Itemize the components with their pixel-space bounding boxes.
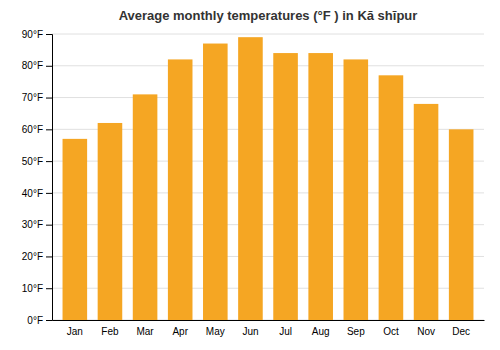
y-tick: 0°F bbox=[27, 315, 52, 326]
bar bbox=[238, 37, 263, 320]
x-tick: Jul bbox=[279, 326, 292, 337]
grid-line bbox=[52, 65, 484, 66]
x-tick-label: Jun bbox=[242, 326, 258, 337]
y-tick-label: 60°F bbox=[22, 124, 43, 135]
y-tick: 80°F bbox=[22, 60, 52, 71]
x-tick-label: Mar bbox=[136, 326, 154, 337]
y-tick-label: 30°F bbox=[22, 219, 43, 230]
x-axis: Jan Feb Mar Apr May Jun Jul Aug Sep Oct Nov Dec bbox=[53, 321, 485, 338]
x-tick-label: Oct bbox=[383, 326, 399, 337]
y-tick: 40°F bbox=[22, 188, 52, 199]
y-tick-label: 40°F bbox=[22, 188, 43, 199]
x-tick-label: Nov bbox=[417, 326, 435, 337]
y-tick-mark bbox=[46, 256, 52, 257]
x-tick: Jun bbox=[242, 326, 258, 337]
bar bbox=[273, 53, 298, 320]
y-tick-label: 10°F bbox=[22, 283, 43, 294]
y-axis-line bbox=[46, 35, 53, 321]
x-tick: May bbox=[206, 326, 225, 337]
y-tick-label: 70°F bbox=[22, 92, 43, 103]
x-tick: Nov bbox=[417, 326, 435, 337]
x-tick: Aug bbox=[312, 326, 330, 337]
x-axis-line bbox=[53, 320, 485, 321]
title: Average monthly temperatures (°F ) in Kā… bbox=[119, 8, 418, 23]
plot: Jan Feb Mar Apr May Jun Jul Aug Sep Oct Nov Dec 0°F 1… bbox=[22, 29, 485, 337]
y-tick-mark bbox=[46, 66, 52, 67]
grid-line bbox=[52, 34, 484, 35]
x-tick: Jan bbox=[67, 326, 83, 337]
grid bbox=[52, 34, 484, 320]
bar bbox=[63, 139, 88, 320]
y-tick: 30°F bbox=[22, 219, 52, 230]
x-tick-label: May bbox=[206, 326, 225, 337]
x-tick-label: Feb bbox=[101, 326, 119, 337]
y-tick-mark bbox=[46, 98, 52, 99]
x-tick-label: Jan bbox=[67, 326, 83, 337]
bar bbox=[344, 59, 369, 320]
bars bbox=[63, 37, 474, 320]
bar bbox=[449, 129, 474, 320]
x-tick-label: Apr bbox=[172, 326, 188, 337]
x-tick: Apr bbox=[172, 326, 188, 337]
bar bbox=[98, 123, 123, 320]
y-tick: 50°F bbox=[22, 156, 52, 167]
y-tick-label: 80°F bbox=[22, 60, 43, 71]
x-tick-label: Aug bbox=[312, 326, 330, 337]
y-tick-label: 50°F bbox=[22, 156, 43, 167]
y-tick: 60°F bbox=[22, 124, 52, 135]
y-tick: 90°F bbox=[22, 29, 52, 40]
x-tick: Mar bbox=[136, 326, 154, 337]
x-tick-label: Jul bbox=[279, 326, 292, 337]
x-tick: Dec bbox=[452, 326, 470, 337]
y-tick-label: 0°F bbox=[27, 315, 43, 326]
bar bbox=[379, 75, 404, 320]
y-tick-mark bbox=[46, 34, 52, 35]
y-tick-mark bbox=[46, 225, 52, 226]
x-tick: Oct bbox=[383, 326, 399, 337]
x-tick-label: Sep bbox=[347, 326, 365, 337]
bar bbox=[308, 53, 333, 320]
x-tick: Sep bbox=[347, 326, 365, 337]
grid-line bbox=[52, 97, 484, 98]
y-tick-mark bbox=[46, 161, 52, 162]
y-axis: 0°F 10°F 20°F 30°F 40°F 50°F 60°F 70°F 80°F 90°F bbox=[22, 29, 53, 326]
y-tick: 70°F bbox=[22, 92, 52, 103]
bar bbox=[203, 44, 228, 320]
chart: Average monthly temperatures (°F ) in Kā… bbox=[0, 0, 500, 350]
bar bbox=[168, 59, 193, 320]
y-tick-mark bbox=[46, 129, 52, 130]
bar bbox=[133, 94, 158, 320]
x-tick-label: Dec bbox=[452, 326, 470, 337]
y-tick-label: 90°F bbox=[22, 29, 43, 40]
x-tick: Feb bbox=[101, 326, 119, 337]
y-tick: 10°F bbox=[22, 283, 52, 294]
y-tick-label: 20°F bbox=[22, 251, 43, 262]
y-tick-mark bbox=[46, 288, 52, 289]
y-tick-mark bbox=[46, 193, 52, 194]
y-tick-mark bbox=[46, 320, 52, 321]
y-tick: 20°F bbox=[22, 251, 52, 262]
bar bbox=[414, 104, 439, 320]
